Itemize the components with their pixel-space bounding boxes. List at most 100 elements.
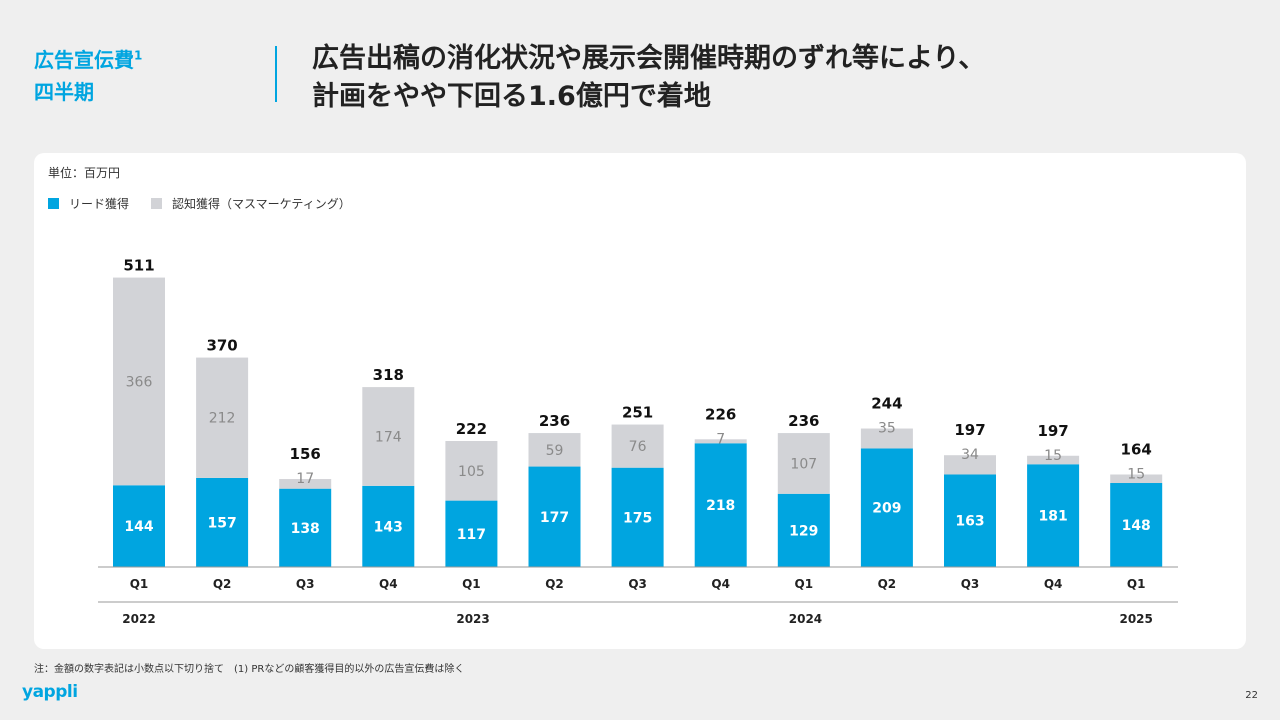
x-tick-label: Q1 [1127, 577, 1146, 591]
data-label-lead: 157 [207, 515, 236, 531]
data-label-total: 197 [1037, 422, 1068, 440]
section-title-footnote-mark: 1 [134, 48, 143, 63]
bar-lead [196, 477, 249, 567]
bar-lead [445, 500, 498, 567]
legend-swatch-lead [48, 198, 59, 209]
bar-awareness [944, 455, 996, 475]
data-label-total: 236 [788, 412, 819, 430]
bar-awareness [1110, 474, 1163, 484]
bar-lead [362, 485, 415, 567]
bar-awareness [694, 439, 747, 444]
bar-lead [1027, 464, 1080, 567]
data-label-awareness: 107 [790, 456, 817, 472]
x-tick-label: Q2 [213, 577, 232, 591]
x-tick-label: Q2 [878, 577, 897, 591]
section-title: 広告宣伝費1 四半期 [34, 44, 142, 108]
year-label: 2025 [1119, 612, 1152, 626]
x-tick-label: Q4 [379, 577, 398, 591]
data-label-total: 251 [622, 404, 653, 422]
data-label-awareness: 105 [458, 464, 485, 480]
bar-lead [1110, 483, 1163, 567]
bar-awareness [445, 441, 498, 501]
headline: 広告出稿の消化状況や展示会開催時期のずれ等により、 計画をやや下回る1.6億円で… [312, 40, 985, 116]
bar-awareness [279, 479, 332, 489]
data-label-total: 164 [1121, 440, 1152, 458]
data-label-awareness: 15 [1127, 466, 1145, 482]
data-label-lead: 218 [706, 498, 735, 514]
data-label-total: 370 [206, 337, 237, 355]
bar-lead [113, 485, 165, 567]
x-tick-label: Q2 [545, 577, 564, 591]
x-tick-label: Q3 [628, 577, 647, 591]
data-label-total: 226 [705, 405, 736, 423]
year-label: 2024 [789, 612, 822, 626]
data-label-awareness: 174 [375, 429, 402, 445]
bar-awareness [113, 277, 165, 486]
x-tick-label: Q4 [1044, 577, 1063, 591]
year-label: 2023 [456, 612, 489, 626]
x-tick-label: Q1 [462, 577, 481, 591]
page-number: 22 [1245, 690, 1258, 701]
data-label-lead: 138 [291, 521, 320, 537]
x-tick-label: Q3 [961, 577, 980, 591]
unit-label: 単位：百万円 [48, 166, 121, 180]
data-label-awareness: 7 [716, 431, 725, 447]
bar-awareness [777, 433, 830, 494]
data-label-awareness: 34 [961, 447, 979, 463]
data-label-lead: 177 [540, 510, 569, 526]
data-label-lead: 117 [457, 527, 486, 543]
section-subtitle: 四半期 [34, 80, 94, 104]
data-label-total: 156 [290, 445, 321, 463]
x-tick-label: Q4 [711, 577, 730, 591]
data-label-awareness: 17 [296, 471, 314, 487]
bar-lead [611, 467, 664, 567]
data-label-lead: 144 [124, 519, 153, 535]
legend-swatch-awareness [151, 198, 163, 209]
data-label-total: 244 [871, 395, 902, 413]
bar-lead [279, 488, 332, 567]
bar-lead [777, 493, 830, 567]
legend-label-lead: リード獲得 [69, 197, 130, 211]
year-label: 2022 [122, 612, 155, 626]
data-label-awareness: 212 [209, 411, 236, 427]
bar-awareness [860, 428, 913, 449]
section-title-text: 広告宣伝費 [34, 48, 134, 72]
x-tick-label: Q1 [130, 577, 149, 591]
data-label-awareness: 366 [126, 374, 153, 390]
legend-item-lead: リード獲得 [48, 195, 129, 212]
data-label-lead: 143 [374, 519, 403, 535]
data-label-total: 511 [123, 257, 154, 275]
data-label-total: 318 [373, 366, 404, 384]
data-label-awareness: 59 [546, 443, 564, 459]
bar-awareness [1027, 455, 1080, 465]
data-label-total: 236 [539, 412, 570, 430]
data-label-lead: 181 [1038, 509, 1067, 525]
legend-label-awareness: 認知獲得（マスマーケティング） [172, 197, 351, 211]
title-divider [275, 46, 277, 102]
x-tick-label: Q1 [795, 577, 814, 591]
bar-lead [528, 466, 581, 567]
data-label-awareness: 15 [1044, 448, 1062, 464]
legend-item-awareness: 認知獲得（マスマーケティング） [151, 195, 351, 212]
bar-lead [944, 474, 996, 567]
yappli-logo: yappli [22, 682, 78, 702]
data-label-lead: 148 [1122, 518, 1151, 534]
data-label-awareness: 35 [878, 421, 896, 437]
bar-awareness [611, 424, 664, 468]
data-label-lead: 209 [872, 501, 901, 517]
x-tick-label: Q3 [296, 577, 315, 591]
headline-line-1: 広告出稿の消化状況や展示会開催時期のずれ等により、 [312, 43, 986, 74]
bar-lead [694, 443, 747, 567]
data-label-lead: 175 [623, 510, 652, 526]
data-label-total: 197 [954, 421, 985, 439]
chart-legend: リード獲得 認知獲得（マスマーケティング） [48, 195, 373, 212]
footnote: 注：金額の数字表記は小数点以下切り捨て (1) PRなどの顧客獲得目的以外の広告… [34, 664, 465, 675]
headline-line-2: 計画をやや下回る1.6億円で着地 [312, 81, 711, 112]
bar-awareness [362, 387, 415, 486]
data-label-total: 222 [456, 420, 487, 438]
bar-lead [860, 448, 913, 567]
bar-awareness [196, 357, 249, 478]
data-label-lead: 129 [789, 523, 818, 539]
data-label-lead: 163 [955, 514, 984, 530]
